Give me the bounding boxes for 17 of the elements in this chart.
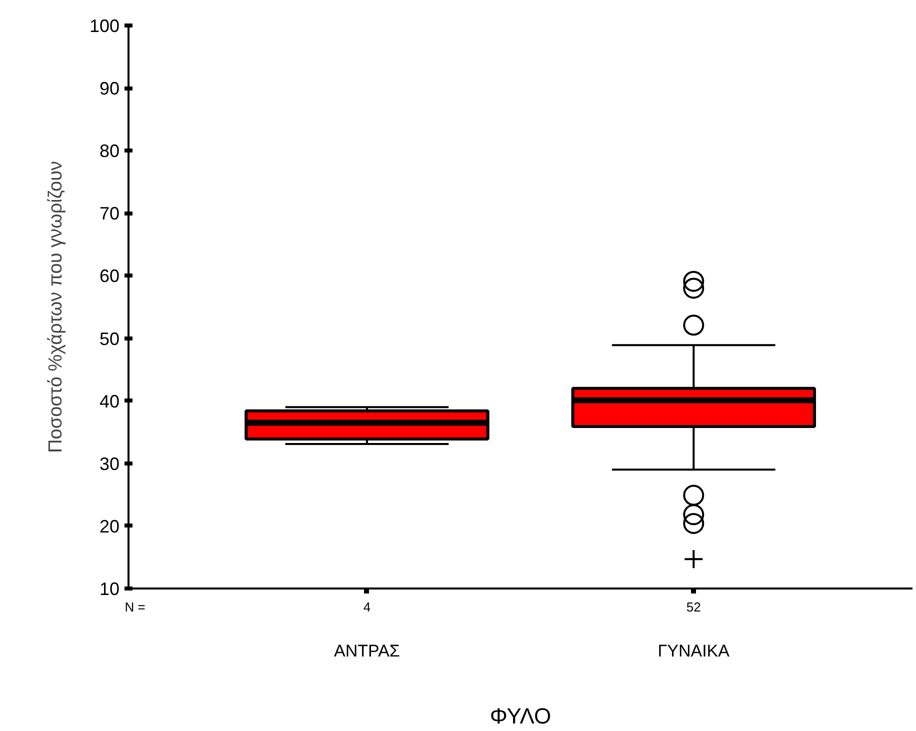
x-tick-label: ΓΥΝΑΙΚΑ — [658, 642, 730, 660]
y-axis-title: Ποσοστό %χάρτων που γνωρίζουν — [45, 161, 66, 453]
y-tick-label: 20 — [99, 516, 120, 536]
annotation: 4 — [363, 600, 371, 614]
y-tick-label: 70 — [99, 204, 120, 224]
y-tick-label: 90 — [99, 78, 120, 99]
y-tick-label: 30 — [99, 454, 120, 474]
x-axis-title: ΦΥΛΟ — [490, 704, 552, 728]
x-tick-label: ΑΝΤΡΑΣ — [334, 642, 400, 660]
y-tick-label: 50 — [99, 328, 120, 349]
y-tick-label: 10 — [99, 579, 120, 599]
text: N = — [124, 600, 146, 614]
y-tick-label: 100 — [89, 16, 120, 36]
y-tick-label: 40 — [99, 391, 120, 412]
y-tick-label: 80 — [99, 141, 120, 162]
y-tick-label: 60 — [99, 266, 120, 286]
annotation: 52 — [686, 600, 701, 614]
